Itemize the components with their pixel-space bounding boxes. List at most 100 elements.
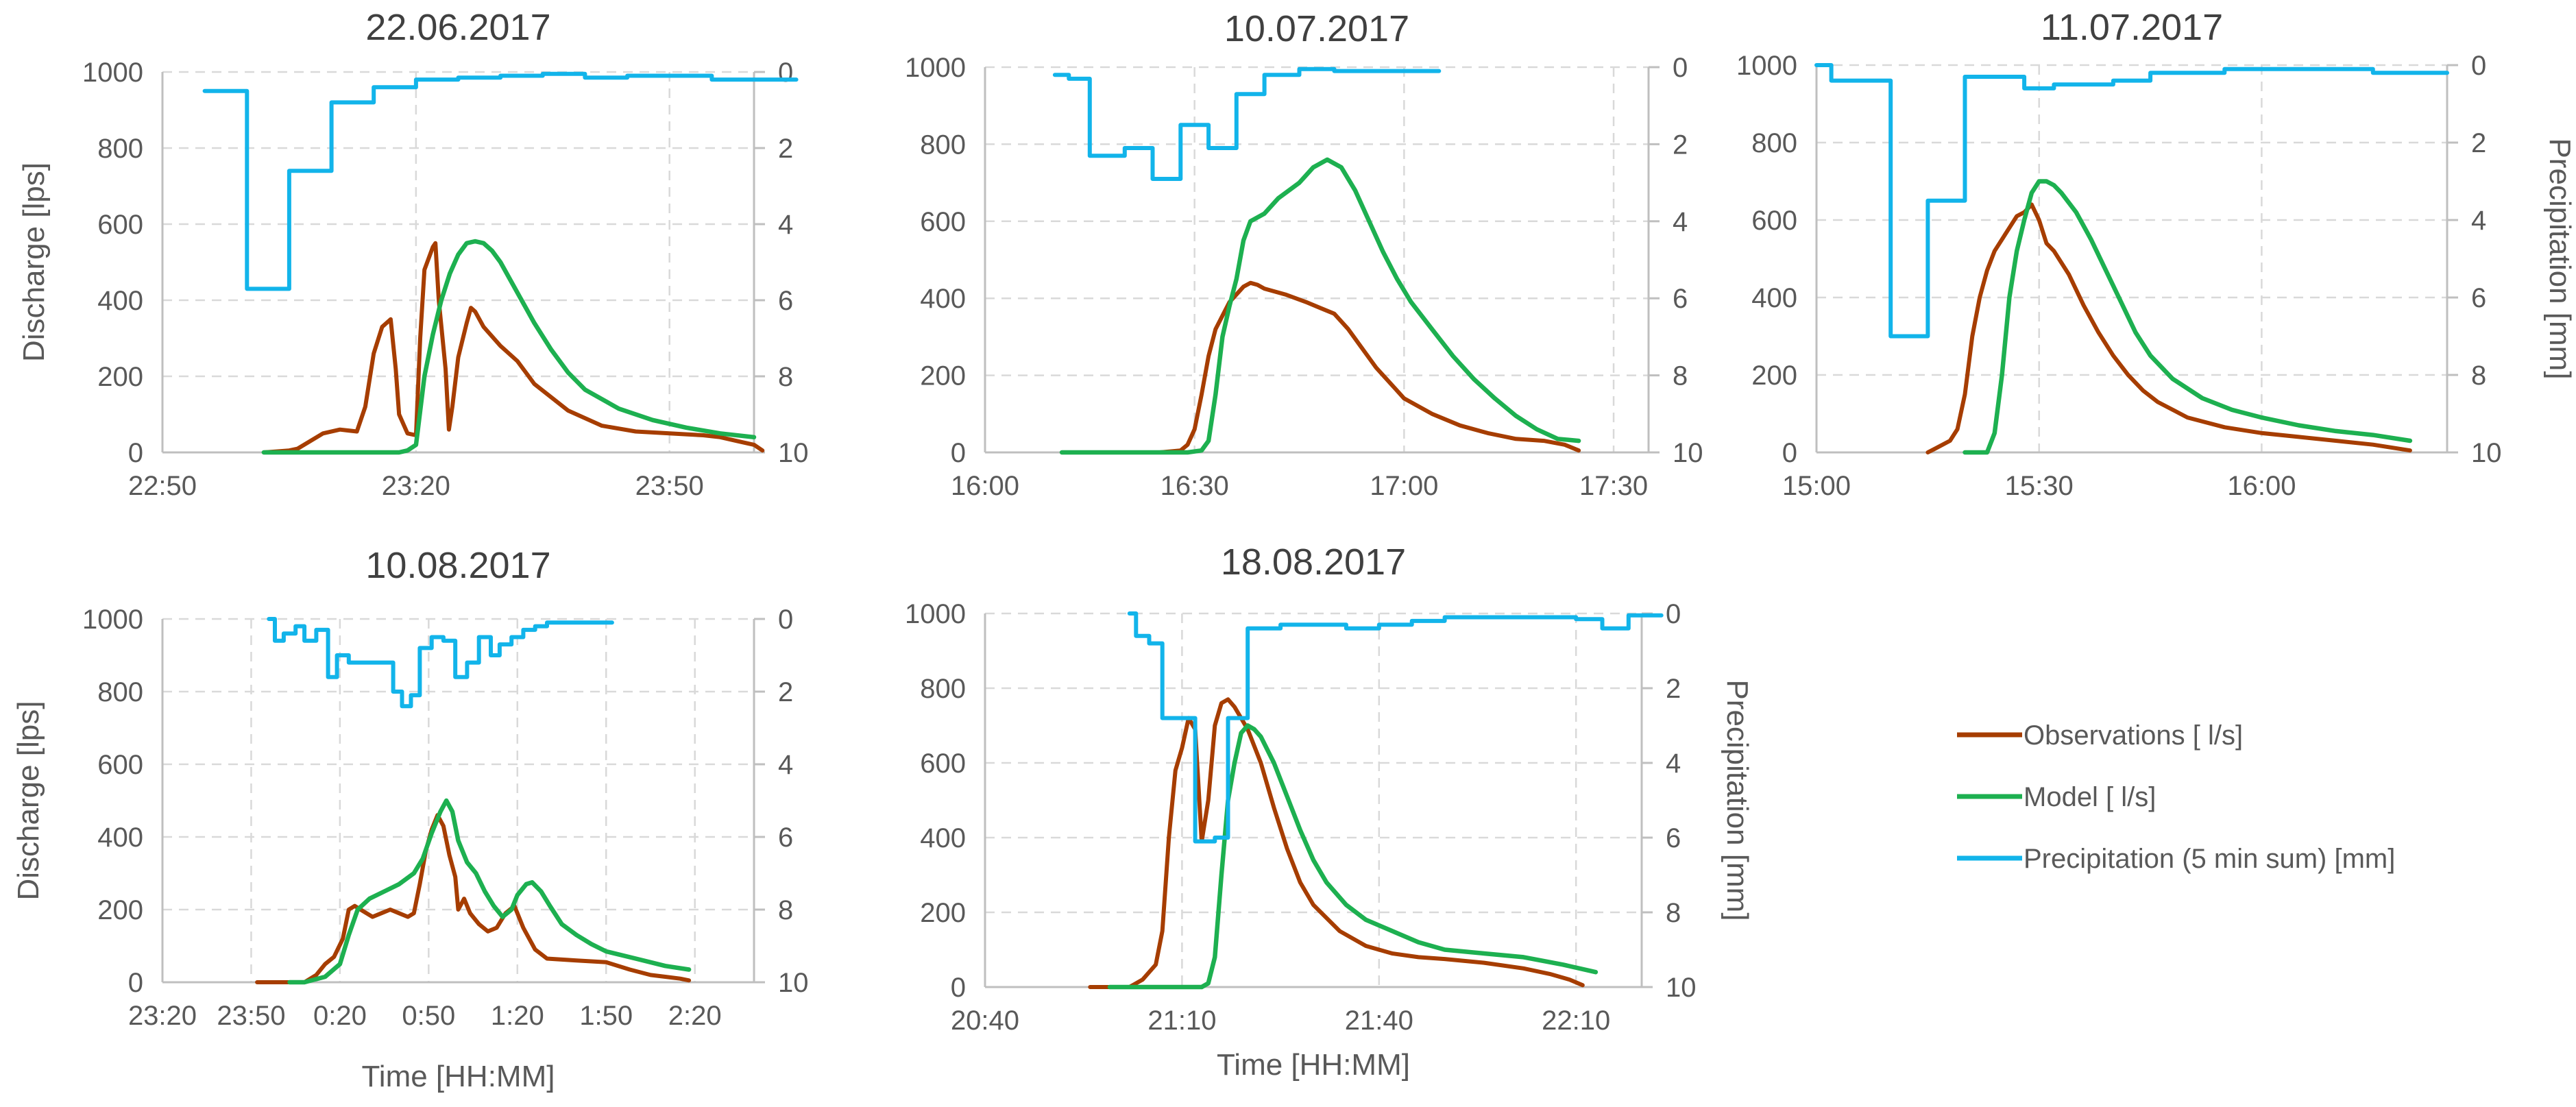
observations-series-line — [261, 241, 765, 454]
x-tick-label: 15:00 — [1782, 471, 1851, 501]
precipitation-series-line — [1814, 63, 2449, 339]
y-tick-label: 0 — [951, 973, 966, 1003]
y-tick-label: 1000 — [905, 53, 966, 83]
y2-tick-label: 8 — [778, 362, 793, 392]
legend: Observations [ l/s] Model [ l/s] Precipita… — [1957, 720, 2395, 874]
y-tick-label: 400 — [97, 823, 143, 853]
y-tick-label: 200 — [920, 361, 966, 391]
x-tick-label: 15:30 — [2005, 471, 2074, 501]
y2-tick-label: 6 — [1666, 823, 1681, 853]
x-tick-label: 0:20 — [313, 1001, 367, 1031]
y2-tick-label: 8 — [1673, 361, 1688, 391]
y-tick-label: 400 — [1751, 283, 1797, 313]
y2-tick-label: 2 — [1673, 130, 1688, 160]
y2-tick-label: 0 — [2471, 51, 2486, 81]
x-tick-label: 16:30 — [1161, 471, 1229, 501]
y-tick-label: 0 — [951, 438, 966, 468]
y2-tick-label: 2 — [778, 677, 793, 707]
x-tick-label: 1:50 — [579, 1001, 633, 1031]
y-tick-label: 0 — [128, 968, 143, 998]
model-series-line — [261, 239, 757, 455]
x-tick-label: 20:40 — [951, 1006, 1019, 1036]
y2-tick-label: 6 — [778, 823, 793, 853]
y2-tick-label: 2 — [2471, 128, 2486, 158]
y-tick-label: 600 — [1751, 206, 1797, 236]
y2-tick-label: 8 — [2471, 361, 2486, 391]
y2-tick-label: 0 — [778, 605, 793, 635]
model-series-line — [287, 798, 692, 985]
y2-tick-label: 4 — [778, 210, 793, 240]
y-tick-label: 1000 — [1736, 51, 1797, 81]
model-series-line — [1963, 179, 2413, 455]
y2-tick-label: 10 — [2471, 438, 2502, 468]
y2-tick-label: 6 — [1673, 284, 1688, 314]
y2-tick-label: 0 — [778, 58, 793, 88]
y-tick-label: 200 — [920, 898, 966, 928]
x-tick-label: 23:50 — [217, 1001, 285, 1031]
y-tick-label: 800 — [920, 674, 966, 704]
y-tick-label: 0 — [1782, 438, 1797, 468]
chart-title: 10.07.2017 — [1224, 8, 1409, 49]
y2-tick-label: 2 — [778, 134, 793, 164]
legend-label: Observations [ l/s] — [2024, 720, 2243, 751]
chart-title: 22.06.2017 — [365, 7, 550, 48]
chart-panel-4: 0 200 400 600 800 1000 23:20 23:50 0:20 0:50 1:20 1… — [12, 545, 809, 1093]
y-tick-label: 200 — [97, 362, 143, 392]
x-tick-label: 21:40 — [1345, 1006, 1413, 1036]
y2-tick-label: 4 — [2471, 206, 2486, 236]
y2-tick-label: 10 — [1666, 973, 1697, 1003]
y-tick-label: 0 — [128, 438, 143, 468]
observations-series-line — [1925, 202, 2412, 454]
y-tick-label: 600 — [920, 749, 966, 779]
x-tick-label: 22:50 — [128, 471, 197, 501]
precipitation-series-line — [1127, 611, 1664, 844]
chart-title: 10.08.2017 — [365, 545, 550, 586]
chart-panel-3: 0 200 400 600 800 1000 15:00 15:30 16:00 0 2 4 6 8 10 1… — [1736, 7, 2576, 501]
y2-tick-label: 0 — [1666, 599, 1681, 629]
x-tick-label: 23:50 — [635, 471, 704, 501]
y2-tick-label: 10 — [778, 968, 809, 998]
x-tick-label: 1:20 — [491, 1001, 544, 1031]
observations-series-line — [255, 813, 692, 984]
y-tick-label: 1000 — [82, 58, 143, 88]
legend-label: Model [ l/s] — [2024, 782, 2156, 812]
x-tick-label: 2:20 — [668, 1001, 722, 1031]
x-axis-title: Time [HH:MM] — [362, 1060, 555, 1093]
y-tick-label: 600 — [97, 750, 143, 780]
x-tick-label: 17:30 — [1579, 471, 1648, 501]
y2-tick-label: 4 — [1666, 749, 1681, 779]
x-tick-label: 17:00 — [1370, 471, 1438, 501]
chart-title: 11.07.2017 — [2041, 7, 2223, 48]
chart-title: 18.08.2017 — [1221, 542, 1406, 583]
y-tick-label: 200 — [97, 895, 143, 925]
y2-axis-title: Precipitation [mm] — [1721, 679, 1754, 921]
y-tick-label: 400 — [920, 284, 966, 314]
chart-panel-2: 0 200 400 600 800 1000 16:00 16:30 17:00 17:30 0 2 4… — [905, 8, 1703, 501]
y2-tick-label: 4 — [1673, 207, 1688, 237]
y-tick-label: 600 — [97, 210, 143, 240]
y2-tick-label: 10 — [778, 438, 809, 468]
y-tick-label: 800 — [97, 134, 143, 164]
y-tick-label: 800 — [1751, 128, 1797, 158]
y-tick-label: 600 — [920, 207, 966, 237]
x-tick-label: 16:00 — [2227, 471, 2296, 501]
y2-tick-label: 0 — [1673, 53, 1688, 83]
y-tick-label: 800 — [920, 130, 966, 160]
y-tick-label: 200 — [1751, 361, 1797, 391]
y-tick-label: 1000 — [82, 605, 143, 635]
y2-tick-label: 6 — [778, 286, 793, 316]
x-tick-label: 23:20 — [128, 1001, 197, 1031]
y2-tick-label: 8 — [778, 895, 793, 925]
precipitation-series-line — [267, 617, 614, 709]
chart-panel-5: 0 200 400 600 800 1000 20:40 21:10 21:40 22:10 0 2 4… — [905, 542, 1754, 1082]
x-axis-title: Time [HH:MM] — [1217, 1048, 1410, 1082]
y2-tick-label: 2 — [1666, 674, 1681, 704]
observations-series-line — [1060, 280, 1581, 454]
y2-tick-label: 10 — [1673, 438, 1703, 468]
x-tick-label: 22:10 — [1542, 1006, 1610, 1036]
model-series-line — [1059, 157, 1581, 455]
precipitation-series-line — [202, 71, 799, 291]
x-tick-label: 16:00 — [951, 471, 1019, 501]
y2-tick-label: 8 — [1666, 898, 1681, 928]
